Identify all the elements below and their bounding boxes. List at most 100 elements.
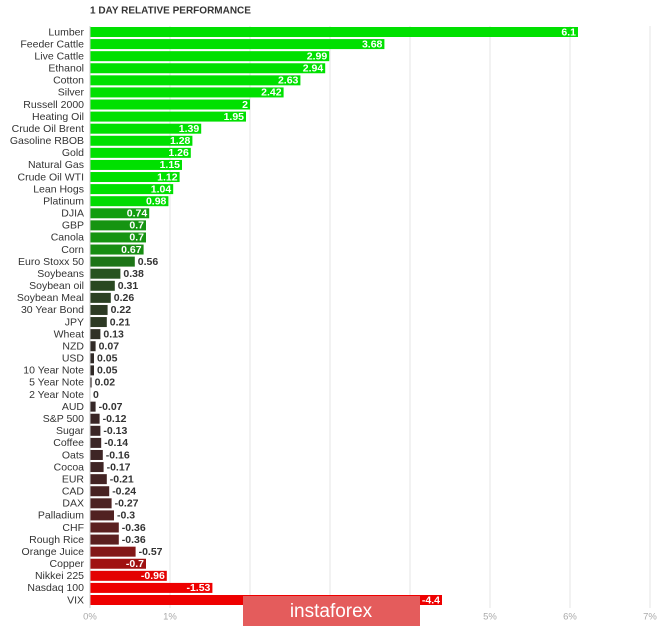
bar bbox=[90, 498, 112, 509]
bar bbox=[90, 474, 107, 485]
bar bbox=[90, 75, 301, 86]
category-label: Natural Gas bbox=[28, 159, 84, 171]
value-label: -0.7 bbox=[126, 558, 144, 570]
value-label: 1.12 bbox=[157, 171, 178, 183]
value-label: 2.63 bbox=[278, 75, 299, 87]
bar bbox=[90, 268, 121, 279]
bar bbox=[90, 353, 94, 364]
value-label: 0.07 bbox=[99, 340, 120, 352]
bar bbox=[90, 317, 107, 328]
category-label: CAD bbox=[62, 486, 85, 498]
value-label: -0.12 bbox=[103, 413, 127, 425]
category-label: Ethanol bbox=[48, 63, 84, 75]
category-label: NZD bbox=[62, 340, 84, 352]
bar bbox=[90, 27, 578, 37]
value-label: -0.27 bbox=[115, 498, 139, 510]
value-label: -0.07 bbox=[99, 401, 123, 413]
category-label: 30 Year Bond bbox=[21, 304, 84, 316]
category-label: Nasdaq 100 bbox=[27, 582, 84, 594]
category-label: Live Cattle bbox=[34, 50, 84, 62]
category-label: Lumber bbox=[48, 26, 84, 38]
category-label: Russell 2000 bbox=[23, 99, 84, 111]
value-label: 0.13 bbox=[103, 328, 124, 340]
bar bbox=[90, 546, 136, 557]
bar bbox=[90, 220, 146, 231]
category-label: CHF bbox=[62, 522, 84, 534]
bar bbox=[90, 51, 330, 62]
value-label: -0.24 bbox=[112, 486, 136, 498]
bar bbox=[90, 365, 94, 376]
bar bbox=[90, 196, 169, 207]
value-label: 1.26 bbox=[168, 147, 189, 159]
category-label: Platinum bbox=[43, 195, 84, 207]
category-label: Coffee bbox=[53, 437, 84, 449]
value-label: 1.28 bbox=[170, 135, 191, 147]
bar bbox=[90, 534, 119, 545]
category-label: Copper bbox=[50, 558, 85, 570]
x-tick-label: 5% bbox=[483, 612, 497, 623]
value-label: 2.99 bbox=[307, 50, 328, 62]
value-label: -0.14 bbox=[104, 437, 128, 449]
category-label: Wheat bbox=[54, 328, 84, 340]
category-label: S&P 500 bbox=[43, 413, 84, 425]
value-label: 1.39 bbox=[179, 123, 200, 135]
value-label: 0.7 bbox=[129, 220, 144, 232]
category-label: Rough Rice bbox=[29, 534, 84, 546]
value-label: 0.05 bbox=[97, 353, 118, 365]
category-label: Feeder Cattle bbox=[20, 38, 84, 50]
bar bbox=[90, 341, 96, 352]
bar bbox=[90, 99, 250, 110]
value-label: -0.17 bbox=[107, 461, 131, 473]
value-label: 0.56 bbox=[138, 256, 159, 268]
category-label: Crude Oil Brent bbox=[12, 123, 84, 135]
bar bbox=[90, 232, 146, 243]
category-label: Corn bbox=[61, 244, 84, 256]
value-label: -0.57 bbox=[139, 546, 163, 558]
value-label: 0.67 bbox=[121, 244, 142, 256]
value-label: 0.05 bbox=[97, 365, 118, 377]
x-tick-label: 1% bbox=[163, 612, 177, 623]
value-label: 2.94 bbox=[303, 63, 324, 75]
category-label: Silver bbox=[58, 87, 85, 99]
value-label: -1.53 bbox=[186, 582, 210, 594]
bar bbox=[90, 510, 114, 521]
category-label: Cotton bbox=[53, 75, 84, 87]
bar bbox=[90, 184, 174, 195]
bar bbox=[90, 437, 102, 448]
bar bbox=[90, 172, 180, 183]
bar bbox=[90, 377, 92, 388]
category-label: Lean Hogs bbox=[33, 183, 84, 195]
bar bbox=[90, 111, 246, 122]
value-label: 0.26 bbox=[114, 292, 135, 304]
bar bbox=[90, 522, 119, 533]
category-label: 5 Year Note bbox=[29, 377, 84, 389]
value-label: 0.31 bbox=[118, 280, 139, 292]
value-label: -0.36 bbox=[122, 534, 146, 546]
value-label: 1.15 bbox=[160, 159, 181, 171]
value-label: 0.7 bbox=[129, 232, 144, 244]
bar bbox=[90, 582, 213, 593]
category-label: 2 Year Note bbox=[29, 389, 84, 401]
value-label: 6.1 bbox=[561, 26, 576, 38]
category-label: Gold bbox=[62, 147, 84, 159]
bar bbox=[90, 401, 96, 412]
bar bbox=[90, 449, 103, 460]
category-label: Crude Oil WTI bbox=[17, 171, 84, 183]
category-label: DJIA bbox=[61, 208, 84, 220]
value-label: 0 bbox=[93, 389, 99, 401]
value-label: -0.21 bbox=[110, 473, 134, 485]
category-label: Soybean oil bbox=[29, 280, 84, 292]
category-label: Oats bbox=[62, 449, 84, 461]
value-label: 2.42 bbox=[261, 87, 282, 99]
bar bbox=[90, 63, 326, 74]
bar bbox=[90, 304, 108, 315]
bar bbox=[90, 135, 193, 146]
x-tick-label: 0% bbox=[83, 612, 97, 623]
category-label: Orange Juice bbox=[22, 546, 85, 558]
category-label: Soybeans bbox=[37, 268, 84, 280]
watermark-box bbox=[243, 596, 420, 626]
category-label: Heating Oil bbox=[32, 111, 84, 123]
category-label: JPY bbox=[65, 316, 84, 328]
